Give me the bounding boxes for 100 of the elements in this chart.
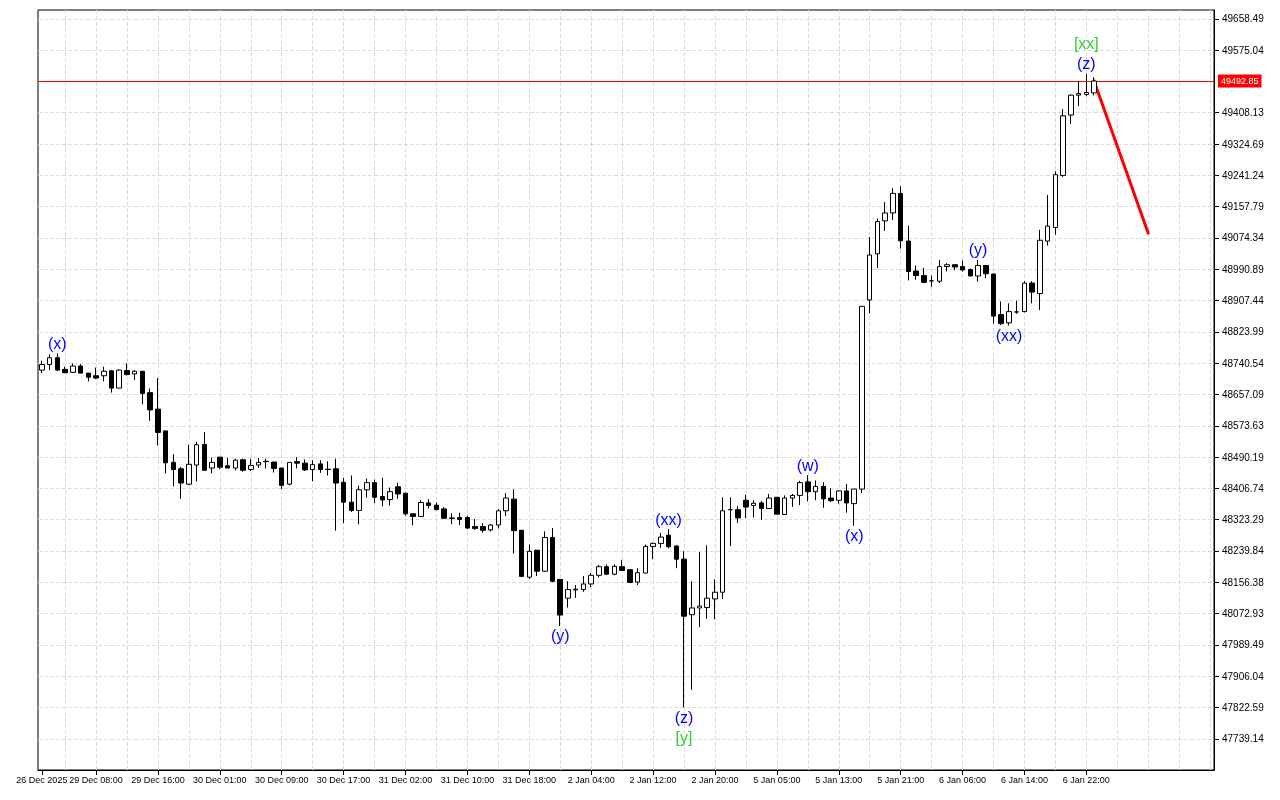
candlestick	[681, 550, 687, 708]
candlestick	[596, 564, 602, 579]
candlestick	[1084, 73, 1089, 97]
candlestick	[836, 489, 842, 505]
annotation: (xx)	[995, 326, 1023, 344]
candlestick	[813, 479, 818, 501]
candlestick	[805, 474, 811, 502]
candlestick	[372, 479, 377, 504]
candlestick	[194, 441, 199, 483]
annotation: (xx)	[655, 510, 682, 528]
candlestick	[565, 580, 571, 609]
candlestick	[302, 458, 308, 472]
candlestick	[364, 478, 370, 499]
y-tick-label: 48907.44	[1222, 295, 1265, 307]
x-tick-label: 5 Jan 05:00	[753, 774, 801, 785]
y-tick-label: 47739.14	[1222, 733, 1265, 745]
candlestick	[921, 267, 927, 284]
candlestick	[573, 584, 578, 599]
candlestick	[333, 458, 339, 532]
candlestick	[557, 578, 563, 627]
candlestick	[1068, 93, 1074, 125]
candlestick	[937, 259, 942, 284]
x-tick-label: 31 Dec 10:00	[440, 774, 495, 785]
candlestick	[155, 377, 161, 447]
candlestick	[759, 500, 764, 521]
candlestick	[287, 461, 292, 486]
candlestick	[186, 444, 192, 486]
candlestick	[1053, 170, 1058, 236]
candlestick	[349, 475, 354, 513]
candlestick	[387, 487, 393, 507]
candlestick	[998, 300, 1004, 326]
candlestick	[380, 477, 385, 507]
candlestick	[47, 353, 52, 371]
candlestick	[178, 466, 184, 500]
candlestick	[294, 456, 300, 469]
candlestick	[674, 544, 679, 569]
candlestick	[735, 505, 741, 524]
candlestick	[124, 362, 130, 376]
candlestick	[403, 492, 408, 517]
candlestick	[70, 362, 76, 374]
candlestick	[534, 549, 540, 577]
candlestick	[217, 456, 223, 470]
annotation: (z)	[674, 708, 694, 726]
candlestick	[619, 559, 625, 571]
candlestick	[1029, 280, 1035, 304]
candlestick	[318, 459, 323, 474]
candlestick	[728, 496, 733, 547]
annotation: (x)	[844, 527, 864, 545]
candlestick	[488, 523, 493, 532]
annotation: (x)	[48, 334, 67, 352]
annotation: [xx]	[1073, 35, 1099, 53]
candlestick	[449, 512, 455, 525]
candlestick	[929, 275, 934, 288]
candlestick	[766, 493, 772, 510]
candlestick	[418, 499, 424, 518]
x-tick-label: 5 Jan 13:00	[815, 774, 863, 785]
annotation: (y)	[550, 627, 570, 645]
candlestick	[93, 366, 99, 380]
candlestick	[341, 477, 346, 524]
x-tick-label: 30 Dec 17:00	[316, 774, 371, 785]
candlestick	[952, 264, 958, 271]
candlestick	[913, 264, 919, 281]
y-tick-label: 48573.63	[1222, 420, 1265, 432]
candlestick	[844, 483, 849, 514]
candlestick	[851, 488, 857, 527]
candlestick	[797, 480, 803, 506]
candlestick	[441, 506, 447, 519]
candlestick	[774, 496, 780, 515]
candlestick	[975, 259, 981, 283]
x-tick-label: 29 Dec 08:00	[69, 774, 123, 785]
x-tick-label: 6 Jan 22:00	[1062, 774, 1110, 785]
y-tick-label: 48657.09	[1222, 388, 1265, 400]
candlestick	[62, 366, 68, 374]
annotation: (w)	[796, 456, 819, 474]
candlestick	[1091, 76, 1097, 97]
y-tick-label: 48490.19	[1222, 451, 1265, 463]
candlestick	[1014, 300, 1019, 315]
candlestick	[898, 185, 903, 250]
candlestick	[906, 225, 911, 281]
y-tick-label: 47989.49	[1222, 639, 1265, 651]
x-tick-label: 6 Jan 06:00	[939, 774, 987, 785]
candlestick	[658, 532, 664, 549]
y-tick-label: 49074.34	[1222, 232, 1265, 244]
candlestick	[751, 499, 756, 519]
candlestick	[496, 508, 501, 529]
candlestick	[983, 264, 989, 279]
y-tick-label: 48072.93	[1222, 608, 1265, 620]
candlestick	[511, 488, 517, 555]
candlestick	[890, 187, 896, 221]
candlestick	[650, 541, 656, 560]
candlestick	[209, 457, 215, 474]
candlestick	[821, 481, 826, 509]
candlestick	[426, 498, 431, 510]
candlestick	[882, 201, 888, 232]
candlestick	[140, 370, 145, 405]
annotation: [y]	[675, 728, 693, 746]
candlestick	[116, 368, 122, 389]
candlestick	[643, 544, 648, 574]
candlestick	[279, 467, 284, 490]
candlestick	[612, 563, 617, 576]
